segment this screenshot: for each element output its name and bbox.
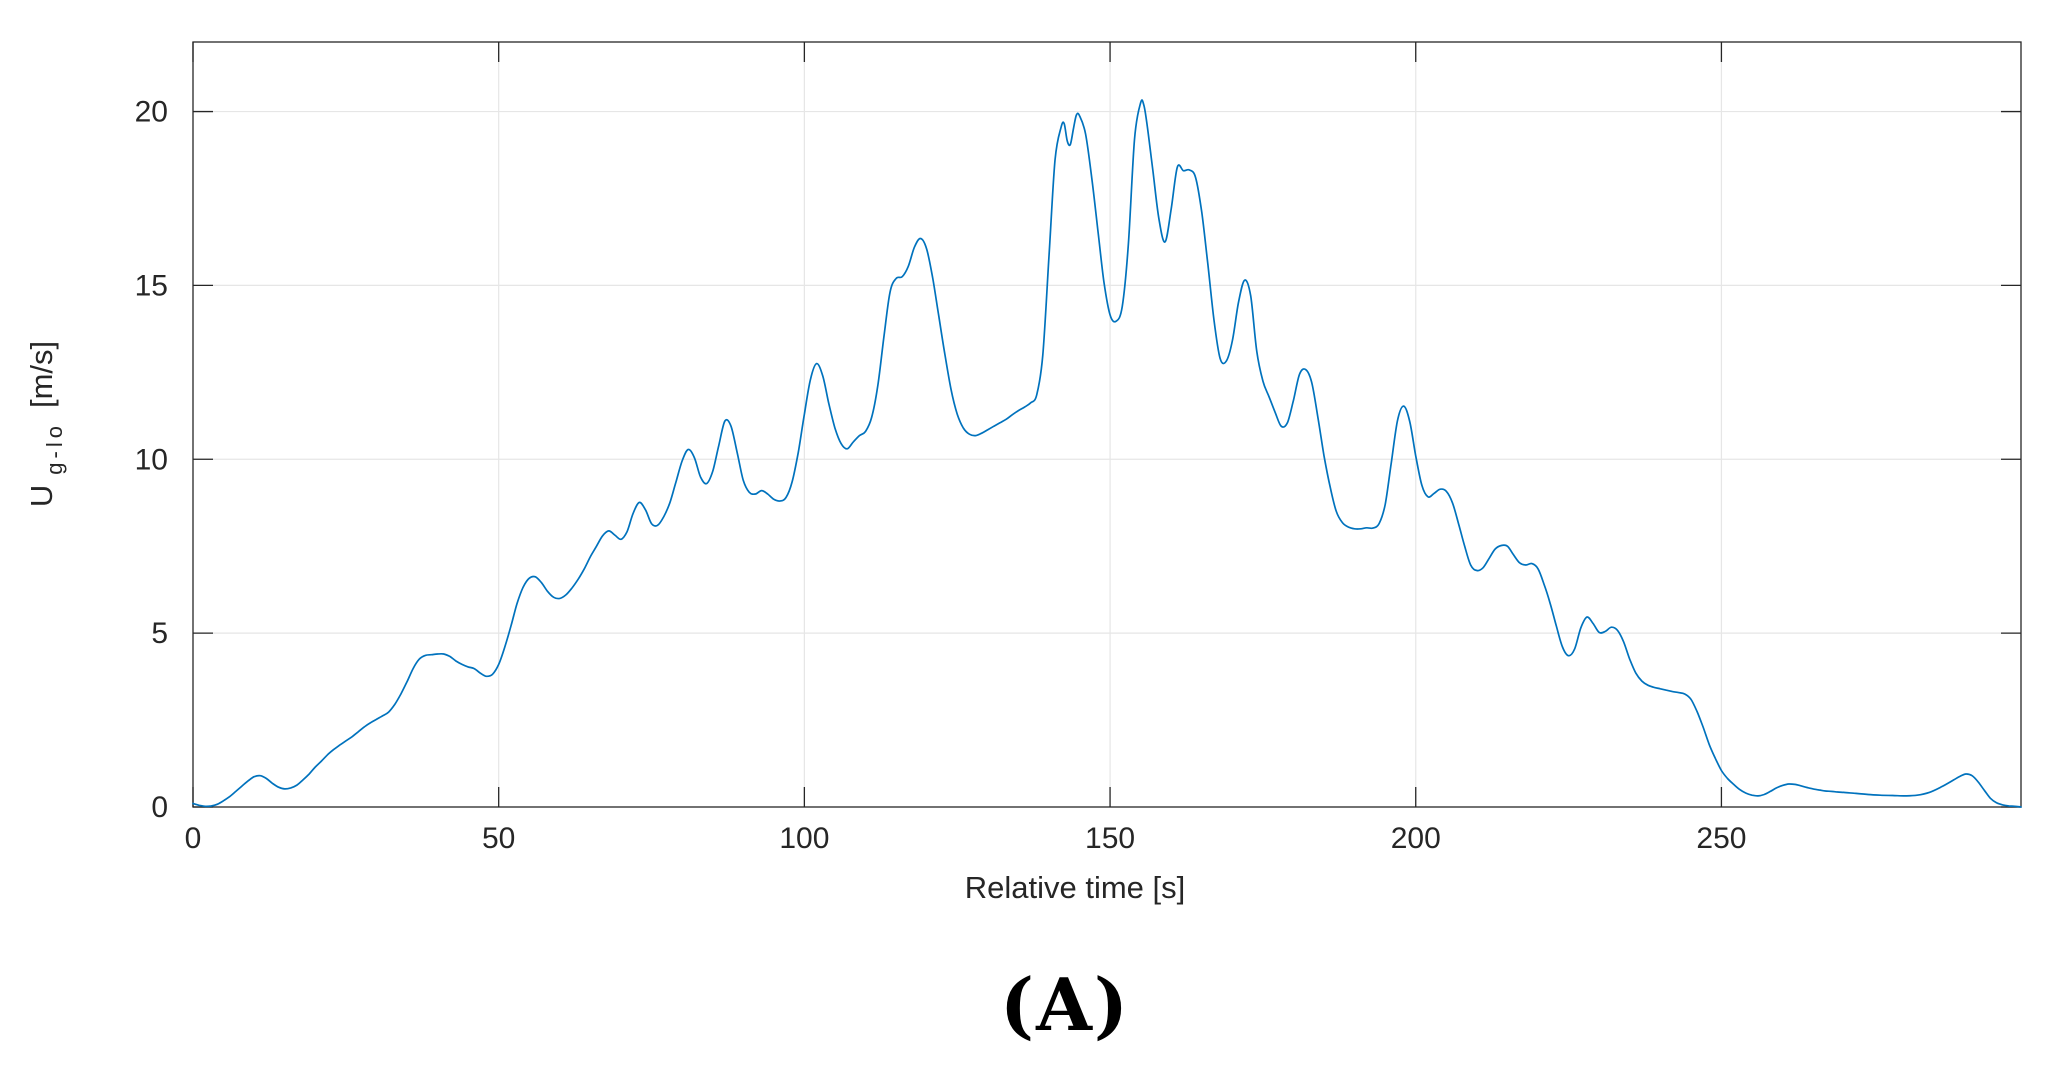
y-axis-label-base: U <box>24 485 59 507</box>
x-tick-labels: 0 50 100 150 200 250 <box>185 822 1747 855</box>
y-tick-labels: 0 5 10 15 20 <box>135 96 168 824</box>
y-tick-label: 5 <box>151 617 168 650</box>
x-tick-label: 200 <box>1391 822 1441 855</box>
x-tick-label: 50 <box>482 822 515 855</box>
y-tick-label: 20 <box>135 96 168 129</box>
y-tick-label: 15 <box>135 269 168 302</box>
x-tick-label: 250 <box>1696 822 1746 855</box>
x-tick-label: 150 <box>1085 822 1135 855</box>
gridlines <box>193 42 2021 807</box>
y-tick-label: 0 <box>151 791 168 824</box>
axes-box <box>192 41 2022 808</box>
y-axis-label-unit: [m/s] <box>24 341 59 408</box>
figure-caption: (A) <box>1000 962 1130 1047</box>
data-line <box>192 99 2022 808</box>
tick-marks <box>192 42 2021 808</box>
y-axis-label-subscript: g-lo <box>42 422 67 475</box>
x-tick-label: 100 <box>779 822 829 855</box>
y-tick-label: 10 <box>135 443 168 476</box>
x-tick-label: 0 <box>185 822 202 855</box>
x-axis-label: Relative time [s] <box>965 870 1186 905</box>
y-axis-label: Ug-lo [m/s] <box>24 341 67 507</box>
